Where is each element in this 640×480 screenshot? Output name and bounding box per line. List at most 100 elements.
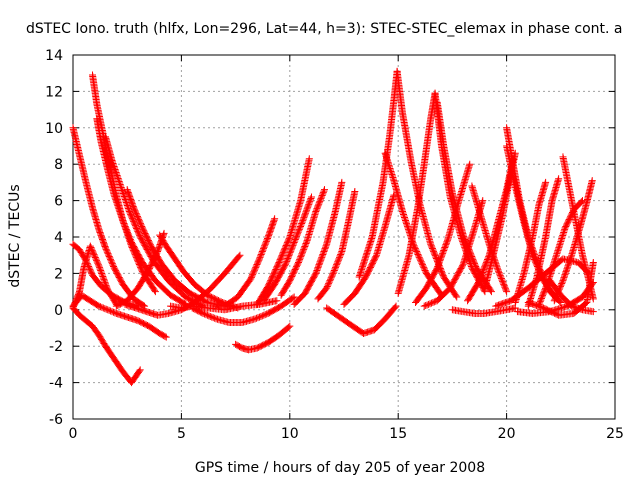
data-point (421, 266, 429, 274)
data-point (98, 270, 106, 278)
x-tick-label: 5 (177, 426, 186, 442)
data-point (291, 236, 299, 244)
data-point (293, 231, 301, 239)
data-point (429, 246, 437, 254)
data-point (151, 286, 159, 294)
data-point (253, 314, 261, 322)
data-point (304, 202, 312, 210)
data-point (117, 184, 125, 192)
data-point (289, 294, 297, 302)
data-point (320, 187, 328, 195)
data-point (436, 257, 444, 265)
data-point (437, 254, 445, 262)
data-point (105, 306, 113, 314)
data-point (498, 276, 506, 284)
data-point (314, 203, 322, 211)
data-point (209, 314, 217, 322)
data-point (493, 264, 501, 272)
data-point (254, 258, 262, 266)
data-point (135, 217, 143, 225)
data-point (315, 200, 323, 208)
data-point (539, 290, 547, 298)
data-point (283, 257, 291, 265)
data-point (102, 244, 110, 252)
data-series (277, 186, 328, 299)
data-point (95, 262, 103, 270)
chart-title: dSTEC Iono. truth (hlfx, Lon=296, Lat=44… (26, 21, 623, 37)
data-point (478, 268, 486, 276)
data-point (322, 243, 330, 251)
data-point (132, 210, 140, 218)
data-point (430, 298, 438, 306)
data-point (415, 252, 423, 260)
data-point (162, 333, 170, 341)
data-point (337, 250, 345, 258)
data-point (317, 255, 325, 263)
data-point (260, 311, 268, 319)
data-point (112, 196, 120, 204)
data-series (102, 133, 207, 310)
data-point (110, 163, 118, 171)
y-tick-label: 0 (54, 303, 63, 319)
data-series (253, 155, 313, 308)
data-point (130, 204, 138, 212)
data-point (136, 366, 144, 374)
data-point (131, 207, 139, 215)
data-series (221, 215, 279, 310)
data-point (94, 259, 102, 267)
data-point (303, 238, 311, 246)
data-point (124, 205, 132, 213)
data-point (440, 245, 448, 253)
data-point (294, 260, 302, 268)
data-point (336, 252, 344, 260)
data-point (109, 308, 117, 316)
data-point (475, 277, 483, 285)
data-point (85, 262, 93, 270)
data-point (115, 176, 123, 184)
data-series (69, 304, 144, 387)
data-point (88, 246, 96, 254)
data-point (114, 175, 122, 183)
data-point (103, 248, 111, 256)
data-point (444, 236, 452, 244)
data-point (318, 252, 326, 260)
data-point (552, 294, 560, 302)
data-point (114, 173, 122, 181)
data-point (331, 265, 339, 273)
data-point (290, 238, 298, 246)
data-point (284, 253, 292, 261)
data-point (418, 261, 426, 269)
data-point (130, 205, 138, 213)
data-point (302, 209, 310, 217)
data-point (115, 205, 123, 213)
data-point (292, 234, 300, 242)
data-point (288, 243, 296, 251)
data-point (298, 218, 306, 226)
y-tick-label: -4 (49, 376, 63, 392)
data-point (292, 233, 300, 241)
data-point (108, 260, 116, 268)
data-point (113, 199, 121, 207)
data-point (203, 311, 211, 319)
data-point (137, 220, 145, 228)
data-point (99, 274, 107, 282)
data-point (327, 275, 335, 283)
data-point (461, 235, 469, 243)
data-point (440, 246, 448, 254)
data-point (117, 182, 125, 190)
data-point (414, 250, 422, 258)
data-point (417, 258, 425, 266)
data-point (439, 248, 447, 256)
data-point (471, 261, 479, 269)
data-point (86, 265, 94, 273)
data-points (69, 67, 597, 387)
data-point (123, 227, 131, 235)
data-point (295, 227, 303, 235)
data-point (307, 193, 315, 201)
data-point (261, 242, 269, 250)
data-point (315, 262, 323, 270)
data-series (412, 160, 474, 307)
data-point (323, 283, 331, 291)
data-point (257, 252, 265, 260)
data-point (99, 304, 107, 312)
